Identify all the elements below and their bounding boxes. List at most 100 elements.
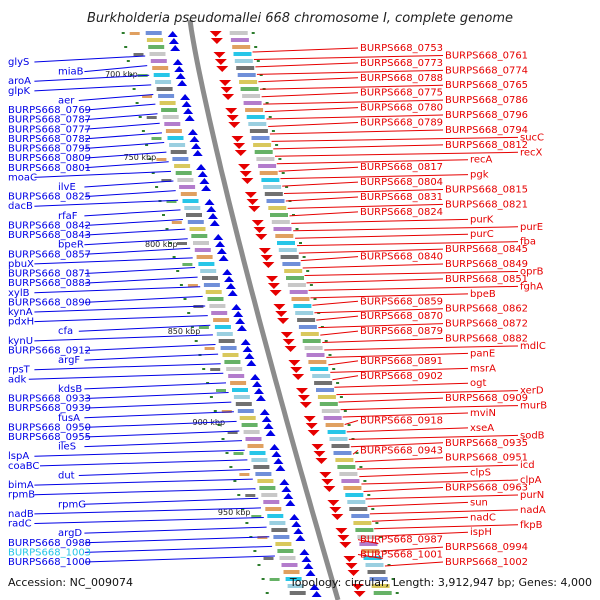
forward-gene-label[interactable]: pgk [470, 170, 489, 181]
forward-gene-label[interactable]: BURPS668_0774 [445, 65, 528, 76]
forward-gene-label[interactable]: BURPS668_0963 [445, 483, 528, 494]
reverse-gene-label[interactable]: BURPS668_1003 [8, 547, 91, 558]
reverse-gene-label[interactable]: fusA [58, 413, 80, 424]
forward-gene-label[interactable]: mdlC [520, 341, 546, 352]
forward-gene-label[interactable]: murB [520, 401, 547, 412]
forward-gene-label[interactable]: panE [470, 348, 495, 359]
forward-gene-label[interactable]: bpeB [470, 289, 496, 300]
reverse-gene-label[interactable]: BURPS668_0890 [8, 297, 91, 308]
forward-gene-label[interactable]: BURPS668_0870 [360, 311, 443, 322]
forward-gene-label[interactable]: purN [520, 490, 544, 501]
forward-gene-label[interactable]: recA [470, 155, 493, 166]
reverse-gene-label[interactable]: glpK [8, 86, 30, 97]
forward-gene-label[interactable]: recX [520, 147, 543, 158]
reverse-gene-label[interactable]: BURPS668_1000 [8, 557, 91, 568]
forward-gene-label[interactable]: icd [520, 460, 535, 471]
forward-gene-label[interactable]: BURPS668_0872 [445, 319, 528, 330]
forward-gene-label[interactable]: nadA [520, 505, 546, 516]
reverse-gene-label[interactable]: BURPS668_0825 [8, 192, 91, 203]
forward-gene-label[interactable]: BURPS668_1002 [445, 557, 528, 568]
reverse-gene-label[interactable]: ilvE [58, 182, 76, 193]
forward-gene-label[interactable]: BURPS668_0935 [445, 438, 528, 449]
reverse-gene-label[interactable]: BURPS668_0857 [8, 249, 91, 260]
reverse-gene-label[interactable]: rpmG [58, 499, 86, 510]
reverse-gene-label[interactable]: aer [58, 95, 75, 106]
forward-gene-label[interactable]: mviN [470, 408, 496, 419]
forward-gene-label[interactable]: BURPS668_0902 [360, 371, 443, 382]
forward-gene-label[interactable]: BURPS668_0859 [360, 296, 443, 307]
reverse-gene-label[interactable]: aroA [8, 76, 31, 87]
forward-gene-label[interactable]: purK [470, 214, 494, 225]
forward-gene-label[interactable]: BURPS668_0780 [360, 103, 443, 114]
forward-gene-label[interactable]: BURPS668_0845 [445, 244, 528, 255]
forward-gene-label[interactable]: BURPS668_0788 [360, 73, 443, 84]
reverse-gene-label[interactable]: moaC [8, 172, 37, 183]
reverse-gene-label[interactable]: BURPS668_0787 [8, 115, 91, 126]
reverse-gene-label[interactable]: BURPS668_0809 [8, 153, 91, 164]
forward-gene-label[interactable]: nadC [470, 512, 496, 523]
forward-gene-label[interactable]: BURPS668_0824 [360, 207, 443, 218]
reverse-gene-label[interactable]: BURPS668_0912 [8, 345, 91, 356]
reverse-gene-label[interactable]: BURPS668_0842 [8, 220, 91, 231]
reverse-gene-label[interactable]: pdxH [8, 317, 34, 328]
forward-gene-label[interactable]: BURPS668_0909 [445, 393, 528, 404]
forward-gene-label[interactable]: BURPS668_0796 [445, 110, 528, 121]
reverse-gene-label[interactable]: BURPS668_0782 [8, 134, 91, 145]
reverse-gene-label[interactable]: bpeR [58, 240, 84, 251]
reverse-gene-label[interactable]: radC [8, 519, 32, 530]
forward-gene-label[interactable]: oprB [520, 266, 544, 277]
reverse-gene-label[interactable]: BURPS668_0795 [8, 144, 91, 155]
reverse-gene-label[interactable]: argD [58, 528, 82, 539]
forward-gene-label[interactable]: ispH [470, 527, 492, 538]
forward-gene-label[interactable]: sodB [520, 430, 545, 441]
forward-gene-label[interactable]: BURPS668_0775 [360, 88, 443, 99]
forward-gene-label[interactable]: fkpB [520, 520, 543, 531]
reverse-gene-label[interactable]: glyS [8, 57, 29, 68]
forward-gene-label[interactable]: BURPS668_0994 [445, 542, 528, 553]
reverse-gene-label[interactable]: rfaF [58, 211, 78, 222]
forward-gene-label[interactable]: BURPS668_0821 [445, 199, 528, 210]
reverse-gene-label[interactable]: BURPS668_0801 [8, 163, 91, 174]
reverse-gene-label[interactable]: bimA [8, 480, 34, 491]
reverse-gene-label[interactable]: pbuX [8, 259, 34, 270]
forward-gene-label[interactable]: BURPS668_0753 [360, 43, 443, 54]
forward-gene-label[interactable]: BURPS668_0987 [360, 535, 443, 546]
forward-gene-label[interactable]: purE [520, 222, 543, 233]
forward-gene-label[interactable]: ogt [470, 378, 486, 389]
reverse-gene-label[interactable]: BURPS668_0871 [8, 269, 91, 280]
forward-gene-label[interactable]: BURPS668_0851 [445, 274, 528, 285]
forward-gene-label[interactable]: fghA [520, 281, 543, 292]
forward-gene-label[interactable]: msrA [470, 363, 496, 374]
forward-gene-label[interactable]: BURPS668_0943 [360, 445, 443, 456]
reverse-gene-label[interactable]: rpmB [8, 490, 35, 501]
reverse-gene-label[interactable]: adk [8, 374, 26, 385]
reverse-gene-label[interactable]: miaB [58, 67, 84, 78]
forward-gene-label[interactable]: BURPS668_0918 [360, 415, 443, 426]
reverse-gene-label[interactable]: BURPS668_0950 [8, 422, 91, 433]
reverse-gene-label[interactable]: rpsT [8, 365, 31, 376]
reverse-gene-label[interactable]: kynU [8, 336, 33, 347]
forward-gene-label[interactable]: BURPS668_0786 [445, 95, 528, 106]
reverse-gene-label[interactable]: BURPS668_0883 [8, 278, 91, 289]
forward-gene-label[interactable]: BURPS668_1001 [360, 550, 443, 561]
forward-gene-label[interactable]: clpS [470, 468, 491, 479]
forward-gene-label[interactable]: BURPS668_0794 [445, 125, 528, 136]
reverse-gene-label[interactable]: kynA [8, 307, 33, 318]
reverse-gene-label[interactable]: coaBC [8, 461, 39, 472]
forward-gene-label[interactable]: BURPS668_0765 [445, 80, 528, 91]
forward-gene-label[interactable]: fba [520, 237, 536, 248]
forward-gene-label[interactable]: BURPS668_0840 [360, 252, 443, 263]
forward-gene-label[interactable]: BURPS668_0812 [445, 140, 528, 151]
reverse-gene-label[interactable]: ileS [58, 442, 76, 453]
forward-gene-label[interactable]: xseA [470, 423, 494, 434]
reverse-gene-label[interactable]: cfa [58, 326, 73, 337]
forward-gene-label[interactable]: BURPS668_0862 [445, 304, 528, 315]
forward-gene-label[interactable]: BURPS668_0951 [445, 453, 528, 464]
forward-gene-label[interactable]: xerD [520, 386, 544, 397]
reverse-gene-label[interactable]: dacB [8, 201, 33, 212]
forward-gene-label[interactable]: BURPS668_0849 [445, 259, 528, 270]
reverse-gene-label[interactable]: kdsB [58, 384, 82, 395]
forward-gene-label[interactable]: purC [470, 229, 494, 240]
reverse-gene-label[interactable]: BURPS668_0777 [8, 124, 91, 135]
reverse-gene-label[interactable]: BURPS668_0988 [8, 538, 91, 549]
